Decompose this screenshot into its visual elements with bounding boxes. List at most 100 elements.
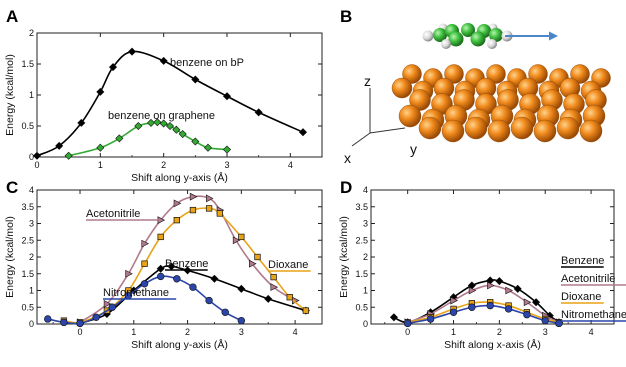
- chart-c-point-nitromethane: [156, 272, 165, 281]
- chart-d-ytick-label: 0: [363, 319, 368, 329]
- phosphorus-atom: [444, 64, 464, 84]
- chart-d-point-benzene: [495, 277, 504, 286]
- chart-c-point-benzene: [264, 294, 273, 303]
- chart-c-ytick-label: 1: [29, 286, 34, 296]
- chart-c-ytick-label: 3: [29, 219, 34, 229]
- chart-c-ytick-label: 2.5: [21, 235, 34, 245]
- chart-a-xtick-label: 4: [288, 160, 293, 170]
- chart-c-point-nitromethane: [221, 308, 229, 316]
- chart-d-point-nitromethane: [486, 301, 494, 310]
- chart-d-ytick-label: 4: [363, 185, 368, 195]
- chart-a-xtick-label: 0: [34, 160, 39, 170]
- chart-a-point-benzene-on-bp: [32, 151, 42, 160]
- chart-a-point-benzene-on-graphene: [134, 121, 143, 131]
- chart-a-xtick-label: 2: [161, 160, 166, 170]
- shift-arrow-head: [549, 31, 558, 41]
- chart-a-point-benzene-on-bp: [159, 56, 168, 65]
- phosphorus-atom: [556, 116, 580, 140]
- chart-a-ytick-label: 2: [29, 28, 34, 38]
- chart-c-point-acetonitrile: [232, 236, 241, 245]
- chart-c-point-nitromethane: [108, 303, 116, 311]
- phosphorene-atoms: [391, 64, 611, 143]
- structure-illustration: z y x: [344, 23, 611, 166]
- chart-a-ytick-label: 0: [29, 152, 34, 162]
- chart-c-point-dioxane: [238, 233, 245, 241]
- chart-c-point-dioxane: [141, 260, 148, 267]
- chart-a-point-benzene-on-graphene: [159, 119, 168, 128]
- chart-d-point-nitromethane: [555, 319, 563, 328]
- phosphorus-atom: [464, 116, 488, 140]
- chart-c-annotation-benzene: Benzene: [165, 258, 208, 270]
- chart-c-point-dioxane: [270, 273, 277, 281]
- chart-c-xtick-label: 3: [239, 327, 244, 337]
- phosphorus-atom: [409, 89, 431, 111]
- phosphorus-atom: [528, 64, 548, 84]
- hydrogen-atom: [441, 39, 451, 49]
- chart-c-point-nitromethane: [189, 283, 197, 291]
- chart-d-ytick-label: 3.5: [355, 202, 368, 212]
- chart-c-point-benzene: [156, 264, 165, 273]
- chart-a-point-benzene-on-graphene: [191, 137, 200, 146]
- chart-d-ytick-label: 1.5: [355, 269, 368, 279]
- chart-c-ytick-label: 3.5: [21, 202, 34, 212]
- carbon-atom: [448, 31, 464, 47]
- hydrogen-atom: [422, 30, 434, 42]
- chart-a-ytick-label: 1: [29, 90, 34, 100]
- phosphorus-atom: [579, 119, 603, 143]
- chart-d-legend-label-benzene: Benzene: [561, 255, 604, 267]
- panel-letter-b: B: [340, 7, 352, 26]
- chart-c-ytick-label: 2: [29, 252, 34, 262]
- chart-c-xlabel: Shift along y-axis (Å): [131, 338, 228, 351]
- chart-d-ytick-label: 0.5: [355, 302, 368, 312]
- chart-c-point-acetonitrile: [103, 300, 112, 308]
- chart-a-xtick-label: 3: [224, 160, 229, 170]
- phosphorus-atom: [533, 119, 557, 143]
- benzene-molecule: [422, 23, 513, 49]
- chart-d-legend-label-dioxane: Dioxane: [561, 291, 601, 303]
- chart-d-ytick-label: 2.5: [355, 235, 368, 245]
- chart-c-point-nitromethane: [205, 296, 213, 305]
- chart-c-point-dioxane: [286, 294, 293, 301]
- chart-c-point-acetonitrile: [205, 194, 214, 203]
- chart-d-point-nitromethane: [504, 305, 513, 313]
- chart-c-point-nitromethane: [237, 316, 246, 325]
- chart-c-point-dioxane: [302, 307, 310, 314]
- y-axis-line: [369, 127, 406, 134]
- chart-c-ylabel: Energy (kcal/mol): [4, 216, 16, 298]
- chart-d: 0 1 2 3 4 0 0.5 1 1.5 2 2.5 3 3.5 4 Shift along x-axis…: [338, 185, 626, 351]
- chart-c-point-dioxane: [216, 210, 223, 217]
- panel-letter-c: C: [6, 178, 18, 197]
- chart-d-point-benzene: [532, 298, 541, 307]
- chart-d-legend-label-nitromethane: Nitromethane: [561, 309, 626, 321]
- chart-c-point-nitromethane: [44, 315, 52, 323]
- chart-c-point-nitromethane: [76, 319, 84, 328]
- phosphorus-atom: [441, 119, 465, 143]
- chart-d-point-benzene: [513, 284, 522, 293]
- y-axis-label: y: [410, 141, 417, 157]
- chart-a-point-benzene-on-bp: [127, 47, 137, 56]
- chart-c-point-acetonitrile: [189, 192, 198, 201]
- chart-a-point-benzene-on-bp: [222, 92, 232, 101]
- chart-d-ytick-label: 3: [363, 219, 368, 229]
- chart-a-point-benzene-on-graphene: [165, 121, 175, 131]
- chart-d-point-nitromethane: [426, 315, 435, 323]
- chart-a-point-benzene-on-graphene: [172, 125, 181, 134]
- chart-a-point-benzene-on-graphene: [203, 143, 213, 152]
- chart-c-ytick-label: 0: [29, 319, 34, 329]
- chart-c-series-line-benzene: [79, 265, 307, 325]
- x-axis-line: [351, 132, 371, 147]
- chart-c-point-nitromethane: [92, 313, 100, 321]
- chart-d-ytick-label: 1: [363, 286, 368, 296]
- chart-a-point-benzene-on-bp: [254, 108, 263, 117]
- phosphorus-atom: [510, 116, 534, 140]
- panel-letter-d: D: [340, 178, 352, 197]
- hydrogen-atom: [487, 39, 497, 49]
- chart-a-point-benzene-on-bp: [96, 87, 105, 96]
- carbon-atom: [470, 31, 486, 47]
- chart-a-ylabel: Energy (kcal/mol): [4, 54, 16, 136]
- phosphorus-atom: [402, 64, 422, 84]
- chart-c-point-dioxane: [205, 205, 213, 212]
- chart-c-point-benzene: [237, 284, 246, 293]
- x-axis-label: x: [344, 150, 351, 166]
- chart-a-point-benzene-on-bp: [191, 75, 200, 84]
